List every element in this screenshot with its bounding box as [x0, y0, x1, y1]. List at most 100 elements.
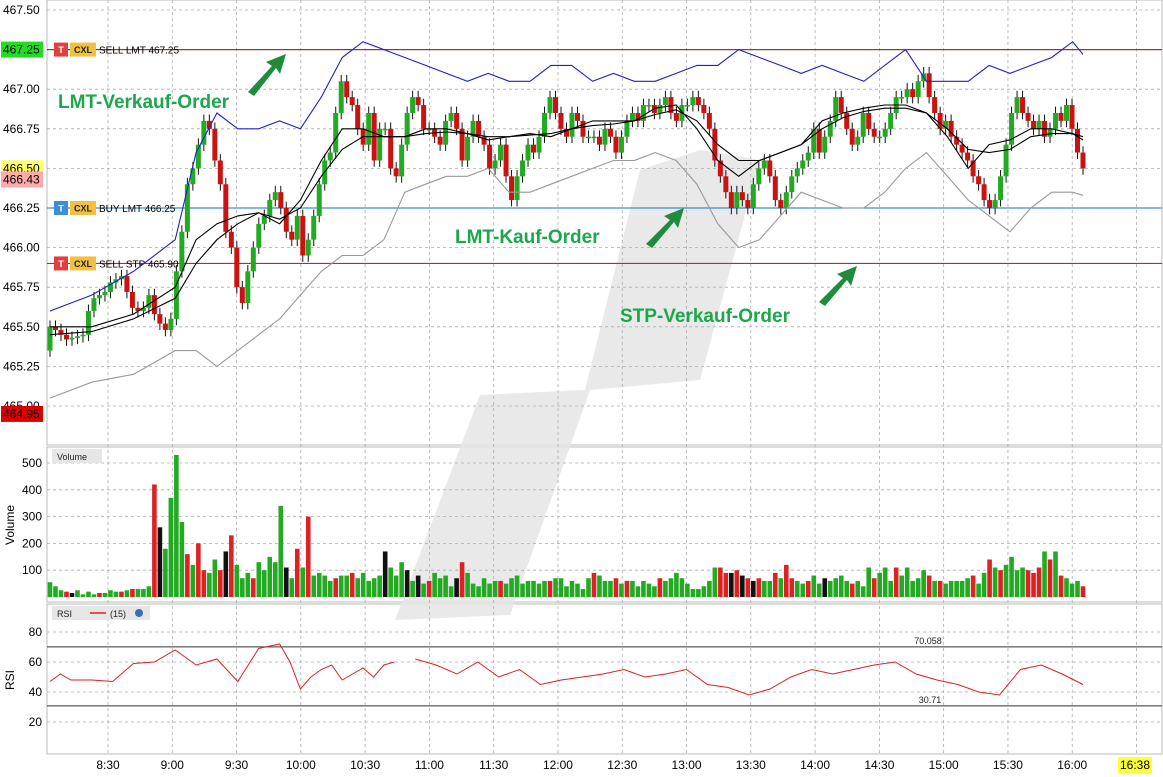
volume-bar	[267, 556, 273, 597]
candle	[640, 105, 646, 121]
volume-bar	[1064, 578, 1069, 597]
candle	[289, 231, 295, 240]
volume-bar	[712, 567, 718, 597]
volume-bar	[360, 572, 366, 597]
candle	[454, 112, 460, 129]
volume-bar	[772, 572, 778, 597]
volume-bar	[1069, 583, 1075, 597]
candle	[728, 192, 734, 208]
candle	[69, 337, 75, 340]
candle	[882, 128, 888, 137]
candle	[998, 176, 1004, 201]
candle	[1036, 120, 1042, 129]
volume-bar	[827, 580, 833, 597]
rsi-level-label: 70.058	[914, 636, 942, 646]
volume-bar	[223, 551, 229, 597]
volume-bar	[657, 578, 663, 597]
volume-bar	[256, 562, 262, 597]
volume-layer	[47, 454, 1086, 597]
candle	[305, 239, 311, 256]
volume-bar	[119, 591, 124, 597]
volume-bar	[822, 578, 828, 597]
candle	[569, 112, 575, 137]
candle	[487, 144, 493, 169]
volume-bar	[218, 570, 223, 597]
volume-bar	[855, 580, 861, 597]
volume-bar	[866, 567, 872, 597]
candle	[426, 128, 432, 131]
order-label: SELL STP 465.90	[99, 259, 179, 270]
volume-bar	[415, 575, 421, 597]
order-label: SELL LMT 467.25	[99, 46, 179, 57]
candle	[228, 231, 234, 248]
candle	[607, 128, 613, 137]
candle	[536, 136, 542, 153]
volume-bar	[998, 570, 1003, 597]
candle	[564, 128, 569, 137]
price-tick-label: 465.75	[3, 280, 40, 294]
arrow-icon	[646, 208, 684, 248]
time-tick-label: 10:30	[350, 758, 380, 772]
volume-bar	[613, 578, 619, 597]
candle	[1058, 112, 1064, 121]
volume-bar	[344, 575, 350, 597]
volume-bar	[1080, 586, 1086, 597]
rsi-tick-label: 60	[29, 655, 43, 669]
volume-bar	[888, 580, 893, 597]
candle	[673, 112, 679, 121]
price-tick-label: 465.50	[3, 320, 40, 334]
volume-bar	[349, 572, 355, 597]
candle	[184, 184, 190, 232]
volume-bar	[789, 578, 795, 597]
volume-bar	[619, 583, 624, 597]
candle	[855, 136, 861, 145]
candle	[794, 168, 800, 177]
volume-bar	[448, 586, 454, 597]
time-tick-label: 10:00	[286, 758, 316, 772]
order-cancel-label: CXL	[74, 45, 93, 55]
volume-bar	[674, 572, 679, 597]
annotation-lmt-buy: LMT-Kauf-Order	[455, 227, 600, 248]
volume-bar	[794, 580, 800, 597]
volume-bar	[86, 591, 91, 597]
candle	[943, 120, 949, 129]
time-tick-label: 15:00	[929, 758, 959, 772]
volume-bar	[322, 575, 328, 597]
candle	[85, 310, 91, 335]
rsi-tick-label: 80	[29, 625, 43, 639]
volume-bar	[185, 554, 190, 597]
globe-icon[interactable]	[135, 609, 143, 617]
volume-bar	[915, 578, 921, 597]
candle	[195, 144, 201, 169]
time-tick-label: 12:00	[543, 758, 573, 772]
candle	[102, 291, 108, 296]
volume-tick-label: 300	[22, 510, 42, 524]
volume-bar	[976, 583, 981, 597]
volume-bar	[503, 583, 509, 597]
volume-bar	[47, 582, 53, 597]
volume-bar	[751, 580, 756, 597]
axis-layer: 467.50467.25467.00466.75466.50466.25466.…	[1, 3, 1149, 772]
candle	[871, 128, 877, 137]
candle	[190, 168, 196, 185]
volume-bar	[932, 580, 937, 597]
volume-bar	[311, 575, 317, 597]
volume-bar	[1058, 575, 1064, 597]
volume-bar	[679, 578, 685, 597]
candle	[421, 105, 427, 129]
volume-bar	[833, 578, 839, 597]
candle	[646, 105, 652, 107]
candle	[1031, 120, 1037, 129]
volume-bar	[443, 575, 448, 597]
volume-bar	[514, 575, 520, 597]
volume-bar	[174, 454, 179, 597]
volume-bar	[432, 572, 437, 597]
volume-bar	[882, 567, 888, 597]
candle	[80, 334, 86, 337]
volume-bar	[399, 562, 404, 597]
volume-bar	[844, 580, 850, 597]
candle	[481, 136, 487, 145]
candle	[937, 112, 943, 129]
volume-bar	[937, 580, 943, 597]
volume-bar	[421, 583, 426, 597]
